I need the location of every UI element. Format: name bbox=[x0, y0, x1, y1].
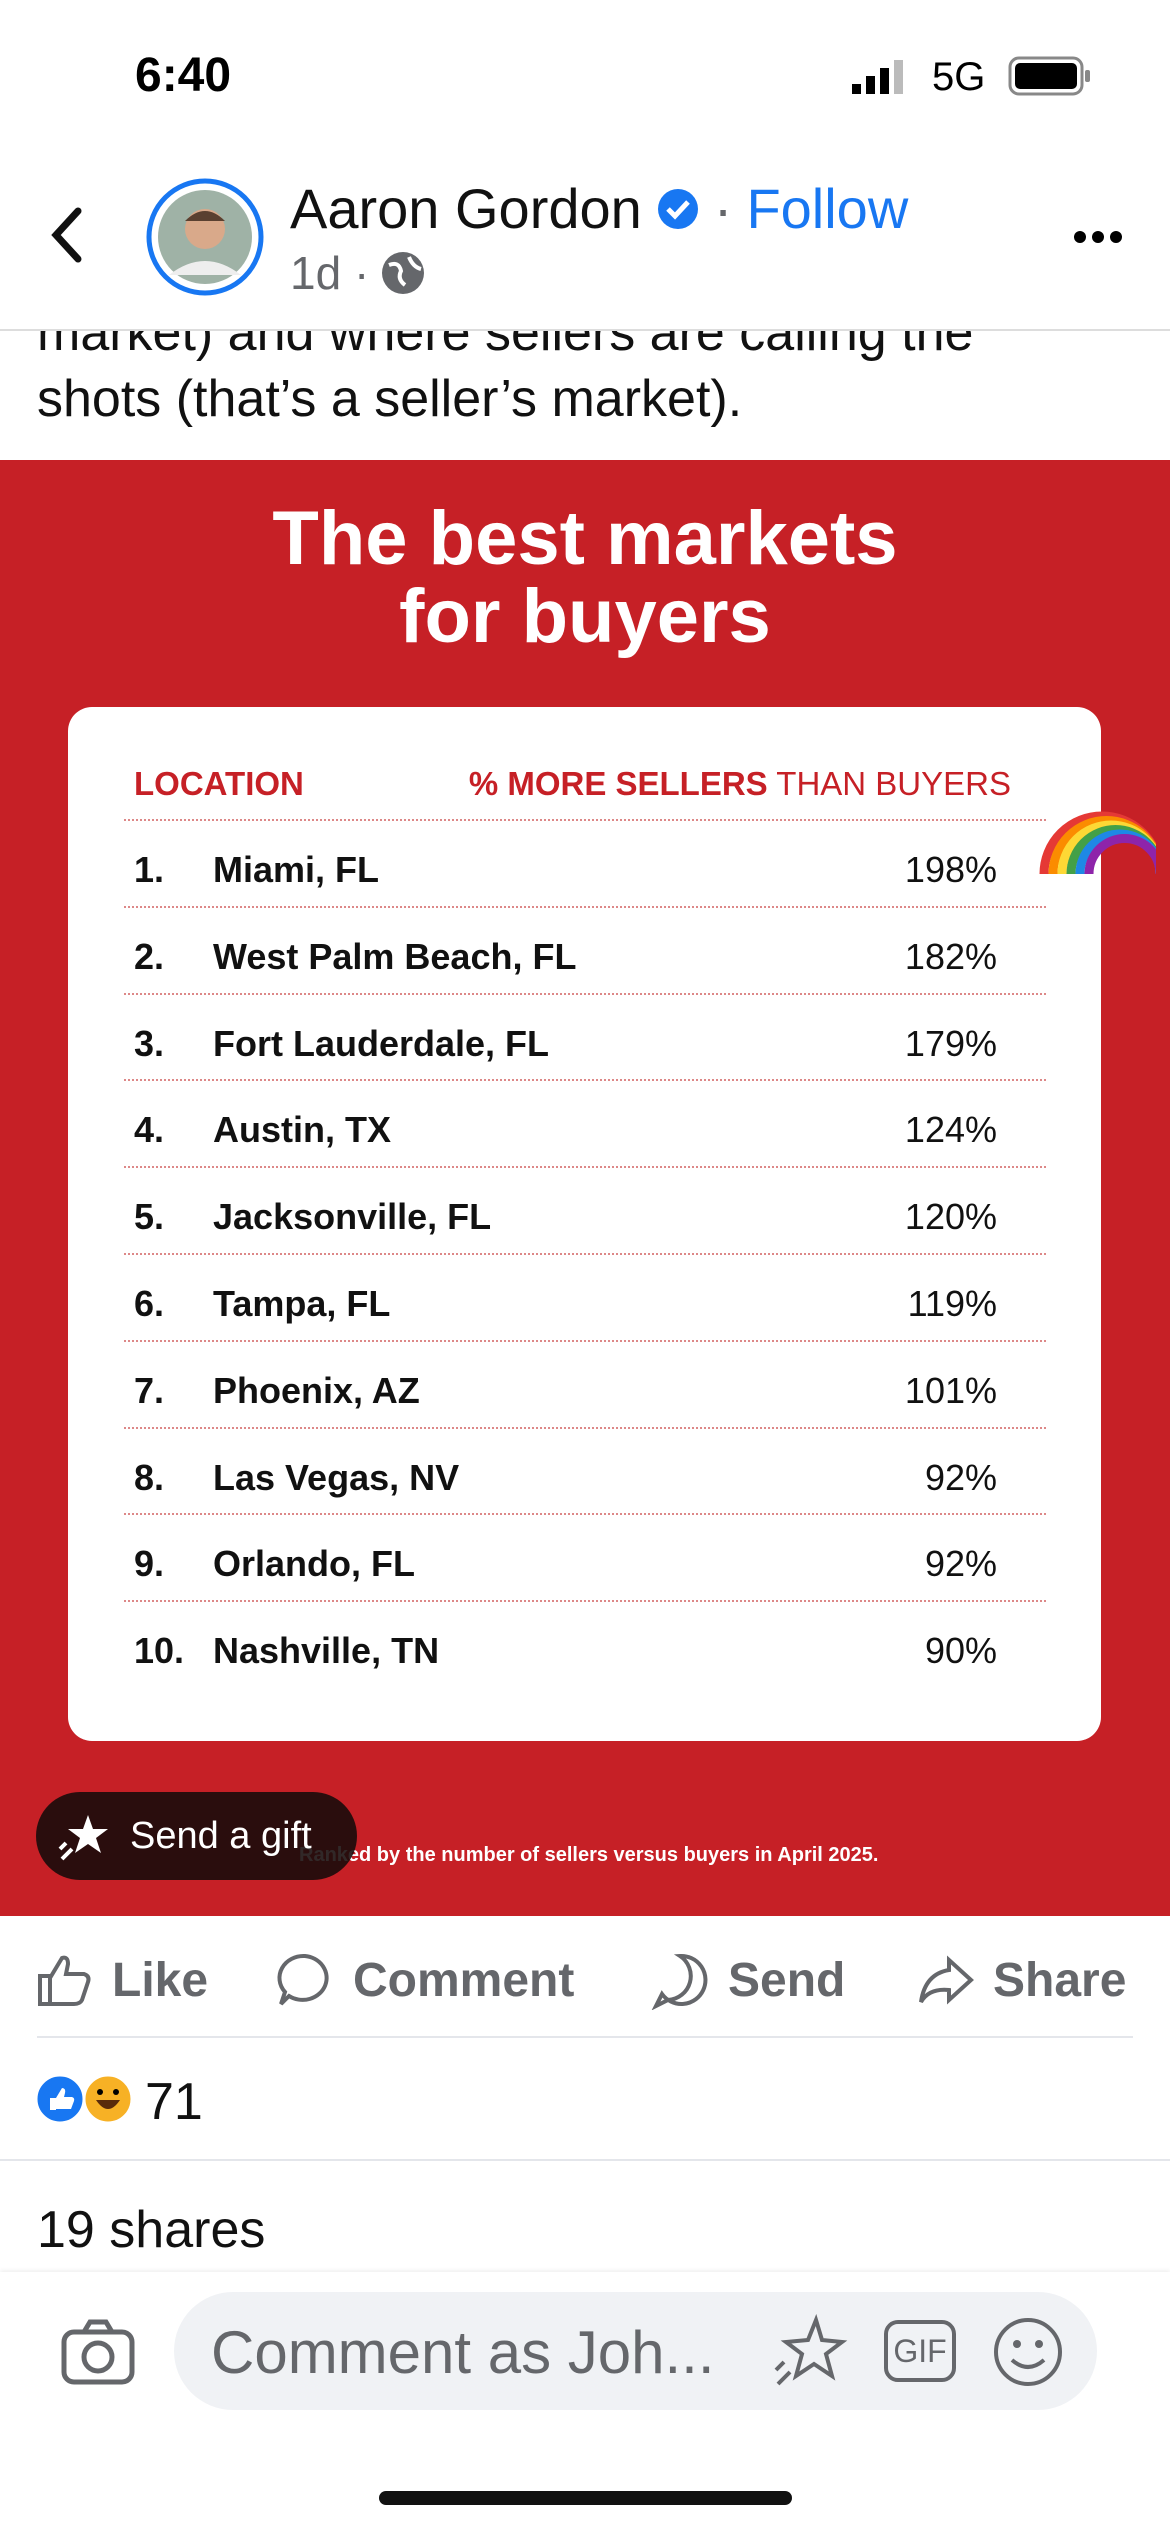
header: 6:40 5G Aaron Gordon · Follow 1d · bbox=[0, 0, 1170, 331]
cell-rank: 3. bbox=[134, 1022, 165, 1064]
post-image[interactable]: The best markets for buyers LOCATION % M… bbox=[0, 460, 1170, 1916]
comment-input[interactable] bbox=[174, 2292, 1097, 2410]
table-card: LOCATION % MORE SELLERS THAN BUYERS 1. Mi… bbox=[68, 707, 1101, 1741]
cell-value: 101% bbox=[904, 1369, 997, 1411]
cell-rank: 5. bbox=[134, 1196, 165, 1238]
cell-location: Phoenix, AZ bbox=[213, 1369, 420, 1411]
row-divider bbox=[124, 819, 1046, 821]
footnote: Ranked by the number of sellers versus b… bbox=[299, 1844, 879, 1866]
cell-location: Fort Lauderdale, FL bbox=[213, 1022, 550, 1064]
reaction-icons bbox=[34, 2073, 134, 2125]
globe-icon bbox=[382, 252, 425, 294]
row-divider bbox=[124, 1600, 1046, 1603]
cell-rank: 2. bbox=[134, 935, 165, 977]
gift-label: Send a gift bbox=[130, 1814, 312, 1857]
like-icon bbox=[38, 1955, 91, 2006]
divider bbox=[37, 2036, 1133, 2038]
send-icon bbox=[651, 1953, 708, 2010]
cell-location: West Palm Beach, FL bbox=[213, 935, 577, 977]
back-button[interactable] bbox=[48, 205, 88, 265]
cell-value: 124% bbox=[904, 1109, 997, 1151]
rainbow-sticker bbox=[1039, 811, 1156, 875]
author-name[interactable]: Aaron Gordon bbox=[290, 177, 642, 240]
cell-location: Las Vegas, NV bbox=[213, 1456, 460, 1498]
row-divider bbox=[124, 905, 1046, 908]
cell-rank: 6. bbox=[134, 1283, 165, 1324]
divider bbox=[0, 2159, 1170, 2161]
cell-location: Jacksonville, FL bbox=[213, 1196, 492, 1238]
column-header: % MORE SELLERS bbox=[468, 765, 768, 802]
camera-button[interactable] bbox=[60, 2318, 136, 2386]
row-divider bbox=[124, 1513, 1046, 1516]
post-meta: 1d · bbox=[290, 247, 370, 299]
comment-icon bbox=[277, 1953, 329, 2006]
row-divider bbox=[124, 1253, 1046, 1255]
row-divider bbox=[124, 1339, 1046, 1342]
reaction-count[interactable]: 71 bbox=[145, 2073, 203, 2131]
cell-location: Austin, TX bbox=[213, 1109, 391, 1151]
cell-value: 182% bbox=[904, 935, 997, 977]
share-icon bbox=[919, 1955, 974, 2005]
cell-value: 90% bbox=[924, 1630, 997, 1672]
gif-button[interactable]: GIF bbox=[884, 2320, 956, 2382]
signal-icon bbox=[852, 60, 903, 94]
comment-placeholder: Comment as Joh... bbox=[211, 2319, 715, 2386]
column-header: THAN BUYERS bbox=[776, 765, 1011, 802]
avatar-sticker-button[interactable] bbox=[772, 2314, 848, 2390]
cell-value: 198% bbox=[904, 849, 997, 890]
emoji-button[interactable] bbox=[992, 2316, 1064, 2388]
cell-rank: 9. bbox=[134, 1543, 165, 1585]
cell-value: 92% bbox=[924, 1543, 997, 1585]
cell-rank: 4. bbox=[134, 1109, 165, 1151]
battery bbox=[1008, 56, 1090, 96]
row-divider bbox=[124, 1426, 1046, 1429]
cell-value: 179% bbox=[904, 1022, 997, 1064]
home-indicator bbox=[379, 2491, 792, 2505]
cell-location: Orlando, FL bbox=[213, 1543, 415, 1585]
cell-value: 120% bbox=[904, 1196, 997, 1238]
follow-button[interactable]: Follow bbox=[746, 177, 909, 240]
share-count[interactable]: 19 shares bbox=[37, 2201, 266, 2259]
clock: 6:40 bbox=[135, 49, 232, 102]
cell-rank: 10. bbox=[134, 1630, 185, 1672]
cell-value: 119% bbox=[907, 1283, 997, 1324]
cell-rank: 7. bbox=[134, 1369, 165, 1411]
share-button[interactable]: Share bbox=[993, 1953, 1127, 2007]
row-divider bbox=[124, 1079, 1046, 1082]
image-title: for buyers bbox=[399, 574, 771, 659]
cell-value: 92% bbox=[924, 1456, 997, 1498]
row-divider bbox=[124, 992, 1046, 995]
comment-button[interactable]: Comment bbox=[353, 1953, 575, 2007]
cell-rank: 1. bbox=[134, 849, 165, 890]
verified-badge bbox=[657, 188, 698, 229]
more-button[interactable] bbox=[1070, 225, 1130, 249]
cell-location: Tampa, FL bbox=[213, 1283, 391, 1324]
send-button[interactable]: Send bbox=[728, 1953, 846, 2007]
row-divider bbox=[124, 1166, 1046, 1169]
cell-location: Nashville, TN bbox=[213, 1630, 440, 1672]
image-title: The best markets bbox=[272, 496, 898, 581]
like-button[interactable]: Like bbox=[112, 1953, 209, 2007]
post-line: shots (that’s a seller’s market). bbox=[37, 370, 743, 428]
cell-rank: 8. bbox=[134, 1456, 165, 1498]
column-header: LOCATION bbox=[134, 765, 304, 802]
network: 5G bbox=[932, 55, 986, 99]
avatar[interactable] bbox=[145, 177, 265, 297]
gift-icon bbox=[58, 1815, 108, 1861]
cell-location: Miami, FL bbox=[213, 849, 380, 890]
send-gift-button[interactable]: Send a gift bbox=[36, 1792, 357, 1880]
